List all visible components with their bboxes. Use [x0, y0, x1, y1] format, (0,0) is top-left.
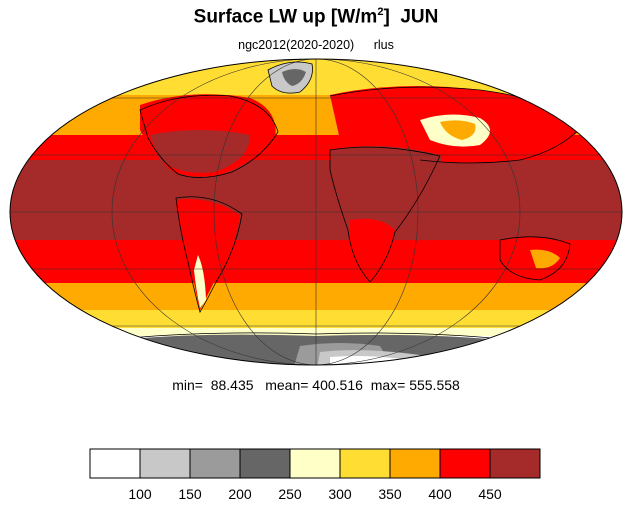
dataset-label: ngc2012(2020-2020) [238, 38, 355, 52]
colorbar-boxes [89, 448, 541, 479]
colorbar-tick-label: 150 [178, 486, 202, 502]
australia-orange [530, 249, 560, 269]
andes-yellow [194, 255, 206, 308]
colorbar-box [189, 448, 241, 479]
title-superscript: 2 [377, 6, 384, 18]
colorbar-tick-label: 350 [378, 486, 402, 502]
stats-line: min= 88.435 mean= 400.516 max= 555.558 [0, 377, 632, 393]
coast-south-america [175, 196, 243, 314]
coast-australia [499, 236, 571, 281]
greenland-inner [282, 69, 306, 86]
colorbar-box [89, 448, 141, 479]
coast-antarctica [109, 332, 531, 343]
mean-value: 400.516 [312, 377, 363, 393]
title-text: Surface LW up [W/m [193, 6, 378, 28]
variable-label: rlus [373, 38, 394, 52]
meridian-90 [213, 59, 419, 365]
colorbar-tick-label: 300 [328, 486, 352, 502]
colorbar-box [339, 448, 391, 479]
sahara-darkred [330, 146, 443, 187]
north-america-darkred [150, 130, 250, 173]
colorbar-tick-label: 400 [428, 486, 452, 502]
title-close: ] [383, 6, 390, 28]
max-value: 555.558 [409, 377, 460, 393]
colorbar-box [289, 448, 341, 479]
colorbar-box [439, 448, 491, 479]
colorbar-ticks: 100 150 200 250 300 350 400 450 [128, 486, 502, 502]
colorbar-tick-label: 100 [128, 486, 152, 502]
min-label: min= [172, 377, 203, 393]
coast-africa [329, 146, 441, 283]
map-subtitle: ngc2012(2020-2020) rlus [0, 38, 632, 52]
southern-africa-red [350, 218, 395, 280]
tibet-orange [440, 120, 476, 140]
colorbar-tick-label: 200 [228, 486, 252, 502]
map-border [9, 58, 623, 366]
mean-label: mean= [265, 377, 309, 393]
colorbar-box [139, 448, 191, 479]
min-value: 88.435 [210, 377, 254, 393]
title-month: JUN [400, 6, 439, 28]
colorbar-tick-label: 250 [278, 486, 302, 502]
colorbar-box [239, 448, 291, 479]
colorbar-box [389, 448, 441, 479]
max-label: max= [370, 377, 406, 393]
south-america-red [175, 199, 240, 310]
meridian-180 [111, 59, 521, 365]
coast-greenland [267, 61, 313, 94]
colorbar-box [489, 448, 541, 479]
colorbar-tick-label: 450 [478, 486, 502, 502]
map-title: Surface LW up [W/m2] JUN [0, 6, 632, 28]
coast-north-america [139, 94, 279, 178]
